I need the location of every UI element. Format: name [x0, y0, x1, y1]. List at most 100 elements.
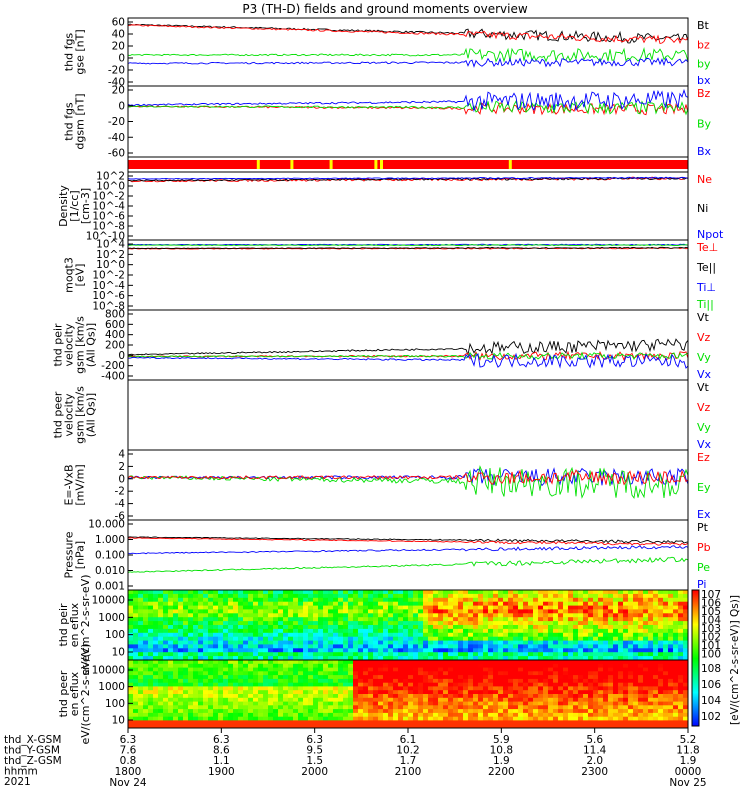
- y-tick-label: -20: [108, 65, 125, 77]
- y-tick-label: 0.010: [95, 565, 125, 577]
- footer-row-label: 2021: [4, 776, 31, 788]
- series-Bx: [127, 88, 689, 113]
- y-axis-label: moqt3: [63, 257, 76, 293]
- legend-Ti⊥: Ti⊥: [696, 281, 716, 294]
- series-Vx: [127, 352, 689, 369]
- mode-strip-mark: [256, 160, 260, 169]
- y-tick-label: 10^0: [96, 181, 125, 193]
- y-tick-label: 10^-6: [92, 211, 125, 223]
- panel-frame: [127, 309, 689, 381]
- y-tick-label: 10000: [92, 595, 125, 607]
- y-tick-label: 10^-2: [92, 191, 125, 203]
- y-axis-label: [nPa]: [74, 541, 87, 569]
- colorbar-tick: 102: [701, 711, 721, 723]
- y-axis-label: en eflux: [68, 671, 81, 716]
- footer-axis: thd_X-GSM 6.3 6.3 6.3 6.1 5.9 5.6 5.2 thd_Y-GSM 7…: [4, 728, 707, 789]
- footer-value: 5.6: [586, 734, 603, 746]
- y-tick-label: 2: [118, 461, 125, 473]
- footer-row-label: thd_Y-GSM: [4, 745, 60, 757]
- hhmm-tick: 2000: [301, 766, 328, 778]
- series-by: [127, 47, 689, 63]
- panel-frame: [127, 519, 689, 591]
- y-tick-label: 0: [118, 53, 125, 65]
- hhmm-tick: 2300: [581, 766, 608, 778]
- legend-Bx: Bx: [697, 145, 712, 158]
- panel-frame: [127, 449, 689, 521]
- colorbar-tick: 104: [701, 695, 721, 707]
- legend-Vy: Vy: [697, 421, 711, 434]
- y-tick-label: 0: [118, 100, 125, 112]
- footer-value: 5.9: [493, 734, 510, 746]
- hhmm-tick: 0000: [675, 766, 702, 778]
- legend-By: By: [697, 118, 712, 131]
- legend-Ne: Ne: [697, 173, 712, 186]
- y-axis-label: thd fgs: [63, 102, 76, 141]
- y-tick-label: 60: [112, 17, 125, 29]
- panel-frame: [127, 85, 689, 158]
- legend-Vt: Vt: [697, 381, 710, 394]
- footer-value: 2.0: [586, 755, 603, 767]
- y-tick-label: 10000: [92, 665, 125, 677]
- y-tick-label: 200: [105, 340, 125, 352]
- legend-Vx: Vx: [697, 368, 712, 381]
- y-tick-label: -200: [101, 360, 125, 372]
- y-tick-label: 40: [112, 29, 125, 41]
- y-axis-label: thd peer: [57, 670, 70, 717]
- legend-Pi: Pi: [697, 578, 706, 591]
- y-axis-label: (All Qs)]: [85, 393, 98, 437]
- footer-value: 5.2: [680, 734, 697, 746]
- footer-row-label: thd_Z-GSM: [4, 755, 62, 767]
- hhmm-tick: 2100: [395, 766, 422, 778]
- series-Pb: [127, 537, 689, 546]
- y-axis-label: eV/(cm^2-s-sr-eV): [79, 643, 92, 744]
- legend-Ex: Ex: [697, 508, 711, 521]
- footer-value: 6.3: [306, 734, 323, 746]
- y-tick-label: 10^-8: [92, 301, 125, 313]
- footer-row-label: hhmm: [4, 766, 38, 778]
- y-axis-label: Pressure: [63, 531, 76, 578]
- y-tick-label: -40: [108, 132, 125, 144]
- series-Ey: [127, 465, 689, 500]
- legend-Bt: Bt: [697, 19, 710, 32]
- series-bx: [127, 57, 689, 68]
- y-tick-label: 10^-8: [92, 221, 125, 233]
- legend-by: by: [697, 58, 711, 71]
- footer-value: 11.8: [676, 745, 699, 757]
- footer-value: 10.2: [396, 745, 419, 757]
- y-tick-label: 20: [112, 41, 125, 53]
- y-tick-label: 10^-10: [86, 231, 125, 243]
- colorbar-tick: 103: [701, 623, 721, 635]
- legend-Te⊥: Te⊥: [696, 241, 718, 254]
- mode-strip-mark: [380, 160, 383, 169]
- y-axis-label: [1/cc]: [68, 190, 81, 221]
- legend-bz: bz: [697, 38, 710, 51]
- y-tick-label: 800: [105, 309, 125, 321]
- legend-Npot: Npot: [697, 228, 724, 241]
- y-tick-label: 0: [118, 350, 125, 362]
- series-By: [128, 99, 689, 116]
- colorbar-tick: 106: [701, 598, 721, 610]
- series-Vt: [127, 338, 689, 357]
- mode-strip: [128, 160, 688, 169]
- footer-value: 7.6: [120, 745, 137, 757]
- colorbar-tick: 106: [701, 679, 721, 691]
- y-axis-label: E=-VxB: [63, 464, 76, 505]
- legend-Pe: Pe: [697, 561, 710, 574]
- y-axis-label: thd peir: [52, 323, 65, 367]
- series-Pt: [127, 536, 689, 544]
- footer-value: 8.6: [213, 745, 230, 757]
- y-axis-label: [cm-3]: [79, 188, 92, 224]
- y-tick-label: 0: [118, 473, 125, 485]
- y-axis-label: (All Qs)]: [85, 323, 98, 367]
- footer-value: 1.9: [680, 755, 697, 767]
- y-tick-label: -4: [115, 498, 126, 510]
- colorbar-tick: 100: [701, 649, 721, 661]
- y-tick-label: 400: [105, 329, 125, 341]
- y-axis-label: gse [nT]: [74, 29, 87, 74]
- y-tick-label: 0.001: [95, 581, 125, 593]
- hhmm-tick: 1800: [115, 766, 142, 778]
- y-tick-label: 10^2: [96, 249, 125, 261]
- footer-value: 1.1: [213, 755, 230, 767]
- y-tick-label: 100: [105, 698, 125, 710]
